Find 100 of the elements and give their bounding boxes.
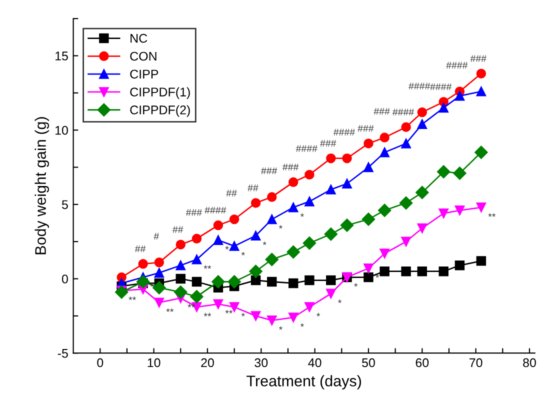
point xyxy=(304,196,314,206)
point xyxy=(288,278,298,288)
point xyxy=(229,241,240,251)
annotation: #### xyxy=(408,82,430,90)
point xyxy=(476,86,486,96)
y-tick-label: 15 xyxy=(55,52,68,60)
point xyxy=(417,266,428,276)
annotation: ### xyxy=(358,125,374,132)
annotation: ### xyxy=(261,168,278,174)
point xyxy=(399,196,413,210)
point xyxy=(401,138,411,148)
point xyxy=(401,236,411,246)
annotation: ** xyxy=(204,265,212,269)
point xyxy=(288,177,298,187)
point xyxy=(417,107,428,118)
point xyxy=(380,248,390,258)
point xyxy=(229,302,240,312)
point xyxy=(326,288,336,299)
point xyxy=(401,122,411,132)
legend-label: CIPPDF(1) xyxy=(130,87,190,99)
x-tick-label: 20 xyxy=(201,358,214,368)
annotation: * xyxy=(376,274,380,278)
point xyxy=(326,184,336,194)
annotation: * xyxy=(225,246,229,250)
annotation: * xyxy=(241,252,245,256)
point xyxy=(380,266,390,276)
annotation: #### xyxy=(296,145,318,152)
annotation: * xyxy=(262,242,266,245)
x-tick-label: 50 xyxy=(362,358,375,368)
point xyxy=(152,281,166,294)
point xyxy=(267,276,277,287)
annotation: ### xyxy=(320,140,336,147)
y-axis-title: Body weight gain (g) xyxy=(34,117,49,254)
point xyxy=(476,256,486,266)
point xyxy=(364,138,374,148)
annotation: ** xyxy=(166,308,174,312)
annotation: #### xyxy=(333,128,356,136)
point xyxy=(174,286,188,299)
annotation: #### xyxy=(392,108,414,116)
x-tick-label: 30 xyxy=(254,358,268,368)
point xyxy=(417,119,428,130)
point xyxy=(304,275,314,286)
y-tick-label: 0 xyxy=(62,274,68,284)
point xyxy=(176,260,186,270)
point xyxy=(302,236,316,250)
y-tick-label: 10 xyxy=(55,126,68,135)
annotation: * xyxy=(316,312,320,316)
annotation: * xyxy=(241,312,245,316)
point xyxy=(476,68,486,78)
point xyxy=(340,218,354,232)
annotation: #### xyxy=(446,62,468,69)
x-axis-title: Treatment (days) xyxy=(246,375,362,390)
annotation: ## xyxy=(226,190,237,196)
point xyxy=(364,264,374,274)
annotation: ** xyxy=(128,296,136,300)
annotation: * xyxy=(278,225,282,229)
annotation: ** xyxy=(488,213,496,217)
annotation: # xyxy=(154,232,160,240)
point xyxy=(154,268,164,278)
legend-label: CON xyxy=(130,52,156,61)
point xyxy=(380,132,390,142)
point xyxy=(304,302,314,312)
point xyxy=(364,272,374,282)
point xyxy=(229,214,240,224)
point xyxy=(342,178,352,188)
point xyxy=(288,202,298,212)
y-tick-label: -5 xyxy=(58,349,68,358)
point xyxy=(136,275,150,288)
point xyxy=(438,208,448,218)
point xyxy=(476,202,486,212)
y-tick-label: 5 xyxy=(62,200,68,210)
point xyxy=(474,146,488,159)
annotation: #### xyxy=(430,83,452,90)
x-tick-label: 70 xyxy=(470,358,482,368)
point xyxy=(326,275,336,286)
point xyxy=(249,264,262,278)
point xyxy=(250,230,261,241)
point xyxy=(401,266,411,276)
annotation: ### xyxy=(282,164,299,170)
annotation: ## xyxy=(134,246,146,252)
point xyxy=(192,254,202,264)
annotation: #### xyxy=(204,206,226,214)
point xyxy=(250,198,261,208)
x-tick-label: 40 xyxy=(308,358,322,368)
point xyxy=(362,212,376,226)
legend-label: NC xyxy=(130,34,148,43)
point xyxy=(417,223,428,234)
point xyxy=(342,153,352,164)
annotation: ## xyxy=(248,184,258,192)
x-tick-label: 60 xyxy=(416,358,429,368)
point xyxy=(190,290,204,304)
annotation: ** xyxy=(225,310,233,314)
point xyxy=(138,259,148,269)
annotation: * xyxy=(354,283,358,287)
point xyxy=(192,276,202,287)
point xyxy=(454,260,465,270)
annotation: ### xyxy=(470,55,486,62)
point xyxy=(267,316,277,326)
point xyxy=(250,311,261,321)
point xyxy=(213,220,224,230)
